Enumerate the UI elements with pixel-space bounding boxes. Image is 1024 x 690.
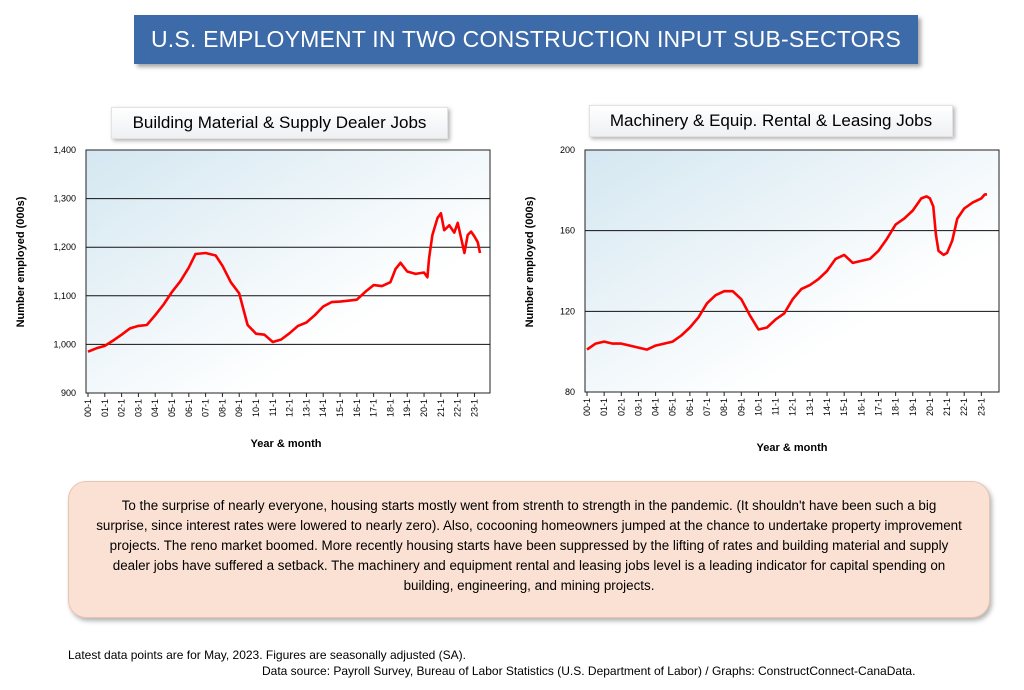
chart1-plot: 900 1,000 1,100 1,200 1,300 1,400 00-1 01-1 02-… <box>15 145 491 450</box>
x-tick-label: 13-1 <box>805 398 815 416</box>
x-tick-label: 03-1 <box>633 398 643 416</box>
page-banner: U.S. EMPLOYMENT IN TWO CONSTRUCTION INPU… <box>134 15 918 64</box>
chart2-y-ticks: 80 120 160 200 <box>560 145 575 397</box>
chart2-x-ticks: 00-1 01-1 02-1 03-1 04-1 05-1 06-1 07-1 08-1 09-1… <box>582 392 986 416</box>
x-tick-label: 01-1 <box>100 399 110 417</box>
chart2-plot: 80 120 160 200 00-1 01-1 02-1 03-1 04-1 05-1 06-1… <box>524 145 1000 454</box>
y-tick-label: 1,200 <box>53 242 76 252</box>
x-tick-label: 15-1 <box>335 399 345 417</box>
x-tick-label: 03-1 <box>133 399 143 417</box>
chart1-gridlines <box>86 198 490 345</box>
x-tick-label: 19-1 <box>402 399 412 417</box>
x-tick-label: 23-1 <box>469 399 479 417</box>
x-tick-label: 18-1 <box>891 398 901 416</box>
x-tick-label: 04-1 <box>651 398 661 416</box>
chart1-x-ticks: 00-1 01-1 02-1 03-1 04-1 05-1 06-1 07-1 08-1 09-1… <box>83 393 479 417</box>
x-tick-label: 08-1 <box>217 399 227 417</box>
x-tick-label: 11-1 <box>771 398 781 415</box>
chart1-y-axis-label: Number employed (000s) <box>15 196 27 327</box>
y-tick-label: 1,300 <box>53 194 76 204</box>
x-tick-label: 20-1 <box>419 399 429 417</box>
x-tick-label: 08-1 <box>719 398 729 416</box>
y-tick-label: 1,400 <box>53 145 76 155</box>
x-tick-label: 06-1 <box>685 398 695 416</box>
y-tick-label: 1,100 <box>53 291 76 301</box>
chart2-plot-area <box>584 149 1000 393</box>
x-tick-label: 07-1 <box>702 398 712 416</box>
x-tick-label: 07-1 <box>201 399 211 417</box>
x-tick-label: 16-1 <box>856 398 866 416</box>
chart1-y-ticks: 900 1,000 1,100 1,200 1,300 1,400 <box>53 145 76 398</box>
commentary-box: To the surprise of nearly everyone, hous… <box>68 481 990 618</box>
x-tick-label: 02-1 <box>117 399 127 417</box>
x-tick-label: 20-1 <box>925 398 935 416</box>
y-tick-label: 160 <box>560 226 575 236</box>
chart2-y-axis-label: Number employed (000s) <box>524 196 536 327</box>
x-tick-label: 19-1 <box>908 398 918 416</box>
x-tick-label: 23-1 <box>976 398 986 416</box>
footnote-source: Data source: Payroll Survey, Bureau of L… <box>262 664 916 678</box>
x-tick-label: 10-1 <box>753 398 763 416</box>
chart2-series-line <box>586 193 987 351</box>
x-tick-label: 18-1 <box>385 399 395 417</box>
chart2-title: Machinery & Equip. Rental & Leasing Jobs <box>589 105 953 137</box>
footnote-latest: Latest data points are for May, 2023. Fi… <box>68 648 466 662</box>
x-tick-label: 17-1 <box>369 399 379 417</box>
x-tick-label: 09-1 <box>234 399 244 417</box>
chart1-series-line <box>87 211 482 353</box>
x-tick-label: 14-1 <box>822 398 832 416</box>
x-tick-label: 05-1 <box>167 399 177 417</box>
chart1-x-axis-label: Year & month <box>251 438 322 450</box>
y-tick-label: 1,000 <box>53 339 76 349</box>
x-tick-label: 02-1 <box>616 398 626 416</box>
x-tick-label: 14-1 <box>318 399 328 417</box>
x-tick-label: 12-1 <box>285 399 295 417</box>
x-tick-label: 05-1 <box>668 398 678 416</box>
y-tick-label: 900 <box>61 388 76 398</box>
x-tick-label: 04-1 <box>150 399 160 417</box>
x-tick-label: 16-1 <box>352 399 362 417</box>
x-tick-label: 21-1 <box>436 399 446 417</box>
chart1-title: Building Material & Supply Dealer Jobs <box>111 107 448 139</box>
x-tick-label: 17-1 <box>873 398 883 416</box>
chart2-gridlines <box>585 230 999 312</box>
chart2-x-axis-label: Year & month <box>757 442 828 454</box>
x-tick-label: 01-1 <box>599 398 609 416</box>
x-tick-label: 12-1 <box>788 398 798 416</box>
y-tick-label: 200 <box>560 145 575 155</box>
x-tick-label: 21-1 <box>942 398 952 416</box>
y-tick-label: 80 <box>565 387 575 397</box>
x-tick-label: 09-1 <box>736 398 746 416</box>
x-tick-label: 22-1 <box>959 398 969 416</box>
x-tick-label: 10-1 <box>251 399 261 417</box>
commentary-text: To the surprise of nearly everyone, hous… <box>96 498 962 593</box>
x-tick-label: 00-1 <box>83 399 93 417</box>
x-tick-label: 11-1 <box>268 399 278 416</box>
x-tick-label: 13-1 <box>301 399 311 417</box>
chart1-plot-area <box>85 149 491 394</box>
x-tick-label: 22-1 <box>453 399 463 417</box>
x-tick-label: 00-1 <box>582 398 592 416</box>
x-tick-label: 15-1 <box>839 398 849 416</box>
y-tick-label: 120 <box>560 306 575 316</box>
x-tick-label: 06-1 <box>184 399 194 417</box>
